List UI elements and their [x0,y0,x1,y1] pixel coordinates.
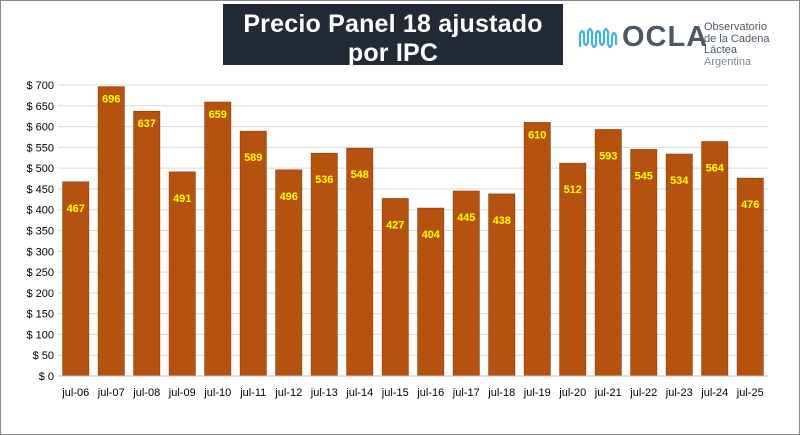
y-tick-label: $ 450 [26,184,54,196]
bar-jul-13 [310,152,338,377]
data-label: 659 [209,109,227,121]
bar-jul-08 [133,110,161,377]
logo-line2: de la Cadena Láctea [704,32,770,56]
data-label: 427 [386,219,404,231]
bar-jul-15 [381,198,409,377]
data-label: 512 [564,184,582,196]
y-tick-label: $ 150 [26,309,54,321]
bar-jul-23 [665,153,693,377]
x-tick-label: jul-14 [345,387,373,399]
bar-jul-09 [168,171,196,377]
y-tick-label: $ 500 [26,163,54,175]
data-label: 438 [493,215,511,227]
chart-subtitle: - julio de cada año - [308,72,478,91]
data-label: 593 [599,150,617,162]
bar-jul-11 [239,130,267,377]
y-tick-label: $ 100 [26,329,54,341]
y-tick-label: $ 350 [26,226,54,238]
ocla-logo: OCLA Observatorio de la Cadena Láctea Ar… [578,18,793,67]
data-label: 534 [670,175,689,187]
x-tick-label: jul-13 [310,387,338,399]
bar-jul-17 [452,190,480,377]
data-label: 564 [706,163,725,175]
x-tick-label: jul-19 [523,387,551,399]
data-label: 589 [244,152,262,164]
x-tick-label: jul-09 [168,387,196,399]
x-axis-ticks: jul-06 jul-07 jul-08 jul-09 jul-10 jul-11 jul-… [61,387,763,399]
x-tick-label: jul-06 [61,387,89,399]
x-tick-label: jul-15 [381,387,409,399]
y-tick-label: $ 200 [26,288,54,300]
x-tick-label: jul-20 [558,387,586,399]
y-tick-label: $ 300 [26,246,54,258]
data-label: 637 [138,118,156,130]
data-label: 536 [315,174,333,186]
x-tick-label: jul-25 [736,387,764,399]
data-label: 610 [528,129,546,141]
bar-jul-25 [736,177,764,377]
bar-jul-10 [204,101,232,377]
chart-title-box: Precio Panel 18 ajustado por IPC - julio… [223,4,563,91]
data-label: 496 [280,191,298,203]
y-tick-label: $ 50 [33,350,54,362]
data-label: 491 [173,193,191,205]
bar-jul-19 [523,122,551,377]
x-tick-label: jul-07 [97,387,125,399]
y-tick-label: $ 600 [26,122,54,134]
y-tick-label: $ 250 [26,267,54,279]
logo-line3: Argentina [704,55,752,68]
chart-title: Precio Panel 18 ajustado por IPC [243,10,543,67]
bar-jul-07 [97,86,125,377]
bar-jul-24 [701,141,729,377]
y-axis-ticks: $ 0 $ 50 $ 100 $ 150 $ 200 $ 250 $ 300 $ 350 $ 4… [26,80,54,383]
bars [62,86,764,377]
data-label: 696 [102,94,120,106]
wave-logo-icon [578,27,618,49]
bar-jul-21 [594,129,622,377]
bar-jul-12 [275,169,303,377]
logo-acronym: OCLA [622,21,709,53]
bar-jul-06 [62,181,90,377]
x-tick-label: jul-10 [203,387,231,399]
data-label: 545 [635,170,653,182]
x-tick-label: jul-21 [594,387,622,399]
grid-lines [58,84,768,377]
y-tick-label: $ 0 [39,371,54,383]
y-tick-label: $ 700 [26,80,54,92]
bar-jul-22 [630,149,658,377]
data-label: 467 [67,203,85,215]
y-tick-label: $ 400 [26,205,54,217]
x-tick-label: jul-18 [487,387,515,399]
logo-line1: Observatorio [704,21,767,33]
x-tick-label: jul-08 [132,387,160,399]
data-label: 476 [741,199,759,211]
x-tick-label: jul-17 [452,387,480,399]
logo-caption: Observatorio de la Cadena Láctea Argenti… [704,21,793,68]
y-tick-label: $ 550 [26,142,54,154]
bar-jul-14 [346,147,374,377]
x-tick-label: jul-11 [239,387,266,399]
x-tick-label: jul-23 [665,387,693,399]
x-tick-label: jul-12 [274,387,302,399]
data-label: 445 [457,212,475,224]
data-label: 404 [422,229,441,241]
x-tick-label: jul-24 [700,387,728,399]
x-tick-label: jul-22 [629,387,657,399]
data-label: 548 [351,169,369,181]
y-tick-label: $ 650 [26,101,54,113]
bar-jul-18 [488,193,516,377]
bar-jul-20 [559,162,587,377]
bar-jul-16 [417,207,445,377]
x-tick-label: jul-16 [416,387,444,399]
data-labels: 467 696 637 491 659 589 496 536 548 427 404 445 438 6… [67,94,760,241]
